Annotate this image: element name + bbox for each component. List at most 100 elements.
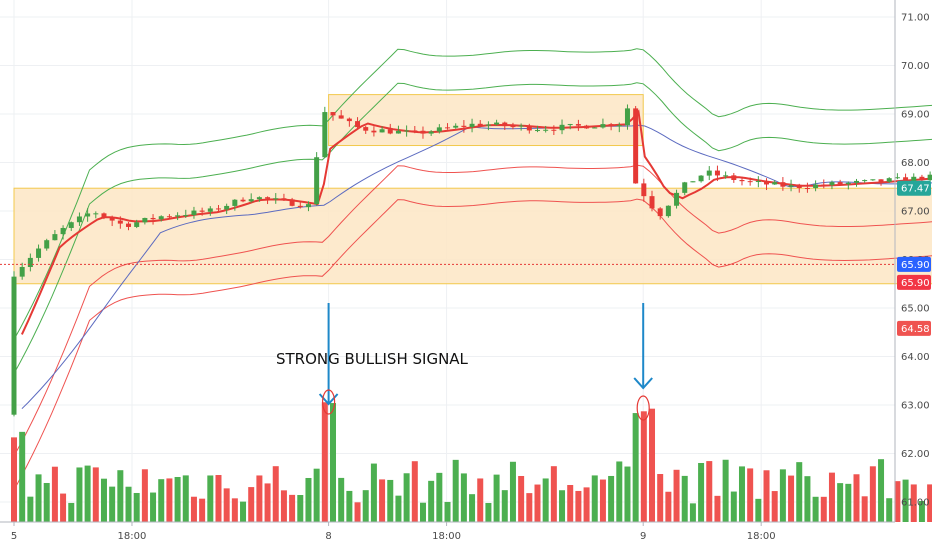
candle-up — [469, 123, 475, 127]
candle-down — [420, 130, 426, 134]
candle-up — [183, 215, 189, 217]
volume-bar — [280, 490, 287, 522]
candle-up — [927, 174, 932, 181]
candle-up — [665, 205, 671, 217]
candle-down — [837, 182, 843, 185]
candle-up — [911, 176, 917, 182]
volume-bar — [68, 502, 75, 522]
candle-up — [862, 180, 868, 182]
volume-bar — [722, 459, 729, 522]
candle-up — [52, 234, 58, 241]
candle-up — [207, 208, 213, 212]
volume-bar — [886, 498, 893, 522]
volume-bar — [845, 483, 852, 522]
price-tag-label: 67.47 — [901, 184, 930, 195]
candle-up — [698, 175, 704, 182]
volume-bar — [387, 479, 394, 522]
candle-up — [788, 185, 794, 187]
candle-up — [142, 217, 148, 223]
volume-bar — [820, 496, 827, 522]
annotation-label[interactable]: STRONG BULLISH SIGNAL — [276, 350, 469, 368]
volume-bar — [92, 467, 99, 522]
price-tick-label: 62.00 — [901, 449, 930, 460]
candle-up — [485, 124, 491, 126]
price-candles — [11, 104, 932, 417]
candle-up — [232, 199, 238, 206]
band-upper-outer — [13, 48, 932, 340]
volume-bar — [632, 413, 639, 522]
candle-up — [772, 182, 778, 185]
candle-up — [322, 112, 328, 158]
volume-bar — [190, 496, 197, 522]
candle-up — [256, 197, 262, 200]
candle-up — [845, 182, 851, 185]
volume-highlight-circle — [322, 389, 336, 415]
candle-down — [780, 182, 786, 187]
candle-up — [314, 157, 320, 205]
candle-up — [567, 124, 573, 126]
volume-bar — [19, 431, 26, 522]
price-tick-label: 65.00 — [901, 304, 930, 315]
candle-down — [903, 177, 909, 182]
candle-up — [755, 181, 761, 183]
candle-up — [395, 130, 401, 134]
volume-bar — [828, 472, 835, 522]
volume-bar — [240, 501, 247, 522]
candle-up — [60, 227, 66, 235]
volume-bar — [444, 501, 451, 522]
zone-rect — [13, 187, 932, 285]
volume-bar — [313, 468, 320, 522]
volume-bar — [403, 473, 410, 522]
candle-up — [305, 204, 311, 208]
candle-down — [281, 198, 287, 200]
candle-down — [412, 130, 418, 132]
candle-up — [379, 129, 385, 133]
volume-bar — [248, 487, 255, 522]
volume-bar — [902, 479, 909, 522]
candle-down — [878, 179, 884, 182]
candle-down — [796, 185, 802, 189]
volume-bar — [788, 475, 795, 522]
price-axis[interactable]: 61.0062.0063.0064.0065.0066.0067.0068.00… — [894, 0, 931, 522]
candle-down — [731, 175, 737, 180]
candle-up — [674, 192, 680, 206]
candle-down — [657, 208, 663, 217]
candle-down — [461, 125, 467, 127]
candle-up — [813, 184, 819, 189]
price-tag-label: 64.58 — [901, 324, 930, 335]
candle-up — [273, 198, 279, 200]
volume-bar — [297, 495, 304, 522]
candle-up — [592, 127, 598, 129]
candle-up — [543, 129, 549, 131]
price-tick-label: 68.00 — [901, 158, 930, 169]
volume-bar — [673, 469, 680, 522]
down-arrow-head — [633, 377, 653, 390]
volume-bar — [477, 478, 484, 522]
candle-up — [68, 222, 74, 228]
volume-bar — [60, 493, 67, 522]
candle-up — [428, 131, 434, 134]
drawing-overlays[interactable] — [318, 88, 932, 449]
candle-down — [575, 124, 581, 126]
consolidation-zones — [13, 94, 932, 285]
volume-bar — [166, 478, 173, 522]
volume-bar — [125, 486, 132, 522]
candle-up — [559, 124, 565, 131]
candle-up — [682, 182, 688, 193]
candle-up — [494, 122, 500, 125]
volume-bar — [321, 402, 328, 522]
volume-bar — [223, 488, 230, 522]
volume-bar — [370, 463, 377, 522]
volume-bar — [861, 496, 868, 522]
candle-down — [633, 108, 639, 184]
time-tick-label: 8 — [325, 531, 331, 542]
volume-bar — [526, 493, 533, 522]
candle-down — [109, 217, 115, 221]
ma-red — [20, 109, 932, 335]
volume-bar — [289, 494, 296, 522]
volume-bar — [117, 470, 124, 522]
volume-bar — [738, 466, 745, 522]
candle-down — [289, 199, 295, 206]
